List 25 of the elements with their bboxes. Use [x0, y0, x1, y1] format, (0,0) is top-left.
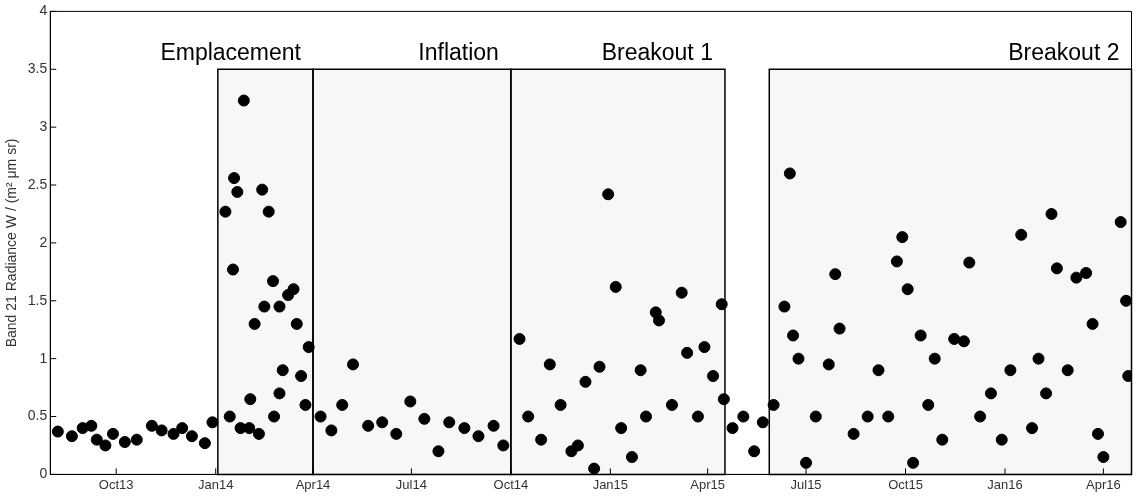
- band-label: Emplacement: [160, 39, 302, 66]
- x-tick-label: Jan16: [987, 476, 1023, 492]
- y-axis-title: Band 21 Radiance W / (m² μm sr): [3, 138, 20, 348]
- y-tick-label: 3: [39, 118, 48, 135]
- y-tick-label: 1.5: [27, 291, 48, 308]
- x-tick-label: Jul14: [395, 476, 427, 492]
- band-label: Inflation: [418, 39, 499, 66]
- y-tick-label: 1: [39, 349, 48, 366]
- x-tick-label: Jan15: [592, 476, 629, 492]
- y-tick-label: 2: [39, 233, 48, 250]
- band-label: Breakout 1: [601, 39, 713, 66]
- x-tick-label: Jan14: [197, 476, 234, 492]
- y-tick-label: 4: [39, 2, 48, 19]
- x-tick-label: Oct14: [493, 476, 529, 492]
- x-tick-label: Apr16: [1086, 476, 1121, 492]
- x-tick-label: Apr14: [295, 476, 331, 492]
- x-tick-label: Oct13: [98, 476, 134, 492]
- x-tick-label: Jul15: [790, 476, 822, 492]
- y-tick-label: 0: [39, 465, 48, 482]
- y-tick-label: 0.5: [27, 407, 48, 424]
- x-tick-label: Apr15: [690, 476, 726, 492]
- x-tick-label: Oct15: [888, 476, 923, 492]
- y-tick-label: 3.5: [27, 60, 48, 77]
- band-label: Breakout 2: [1008, 39, 1120, 66]
- y-tick-label: 2.5: [27, 175, 48, 192]
